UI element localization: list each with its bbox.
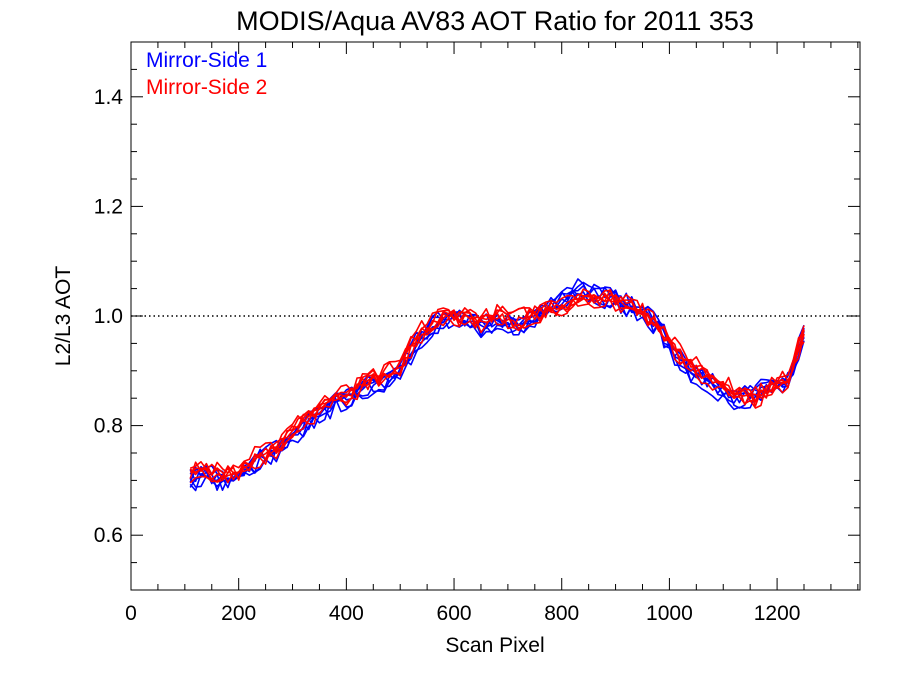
y-tick-label: 0.6 [94,524,123,547]
series-layer [189,278,805,492]
y-tick-label: 0.8 [94,415,123,438]
x-tick-label: 600 [437,602,472,625]
series-line-1 [189,291,805,492]
x-tick-label: 200 [221,602,256,625]
x-tick-label: 1000 [646,602,693,625]
x-axis-ticks: 0 200 400 600 800 1000 1200 [125,42,859,625]
series-line-2 [189,292,805,481]
series-line-1 [189,291,805,492]
x-tick-label: 800 [544,602,579,625]
y-tick-label: 1.0 [94,305,123,328]
x-tick-label: 400 [329,602,364,625]
series-line-2 [189,288,805,479]
legend-mirror-side-2: Mirror-Side 2 [146,76,267,99]
x-tick-label: 0 [125,602,137,625]
x-tick-label: 1200 [754,602,801,625]
y-axis-ticks: 0.6 0.8 1.0 1.2 1.4 [94,68,860,564]
chart-title: MODIS/Aqua AV83 AOT Ratio for 2011 353 [236,6,754,36]
y-tick-label: 1.2 [94,195,123,218]
legend-mirror-side-1: Mirror-Side 1 [146,49,267,72]
y-axis-label: L2/L3 AOT [52,266,75,367]
x-axis-label: Scan Pixel [445,634,544,657]
y-tick-label: 1.4 [94,86,124,109]
series-line-2 [189,293,805,483]
